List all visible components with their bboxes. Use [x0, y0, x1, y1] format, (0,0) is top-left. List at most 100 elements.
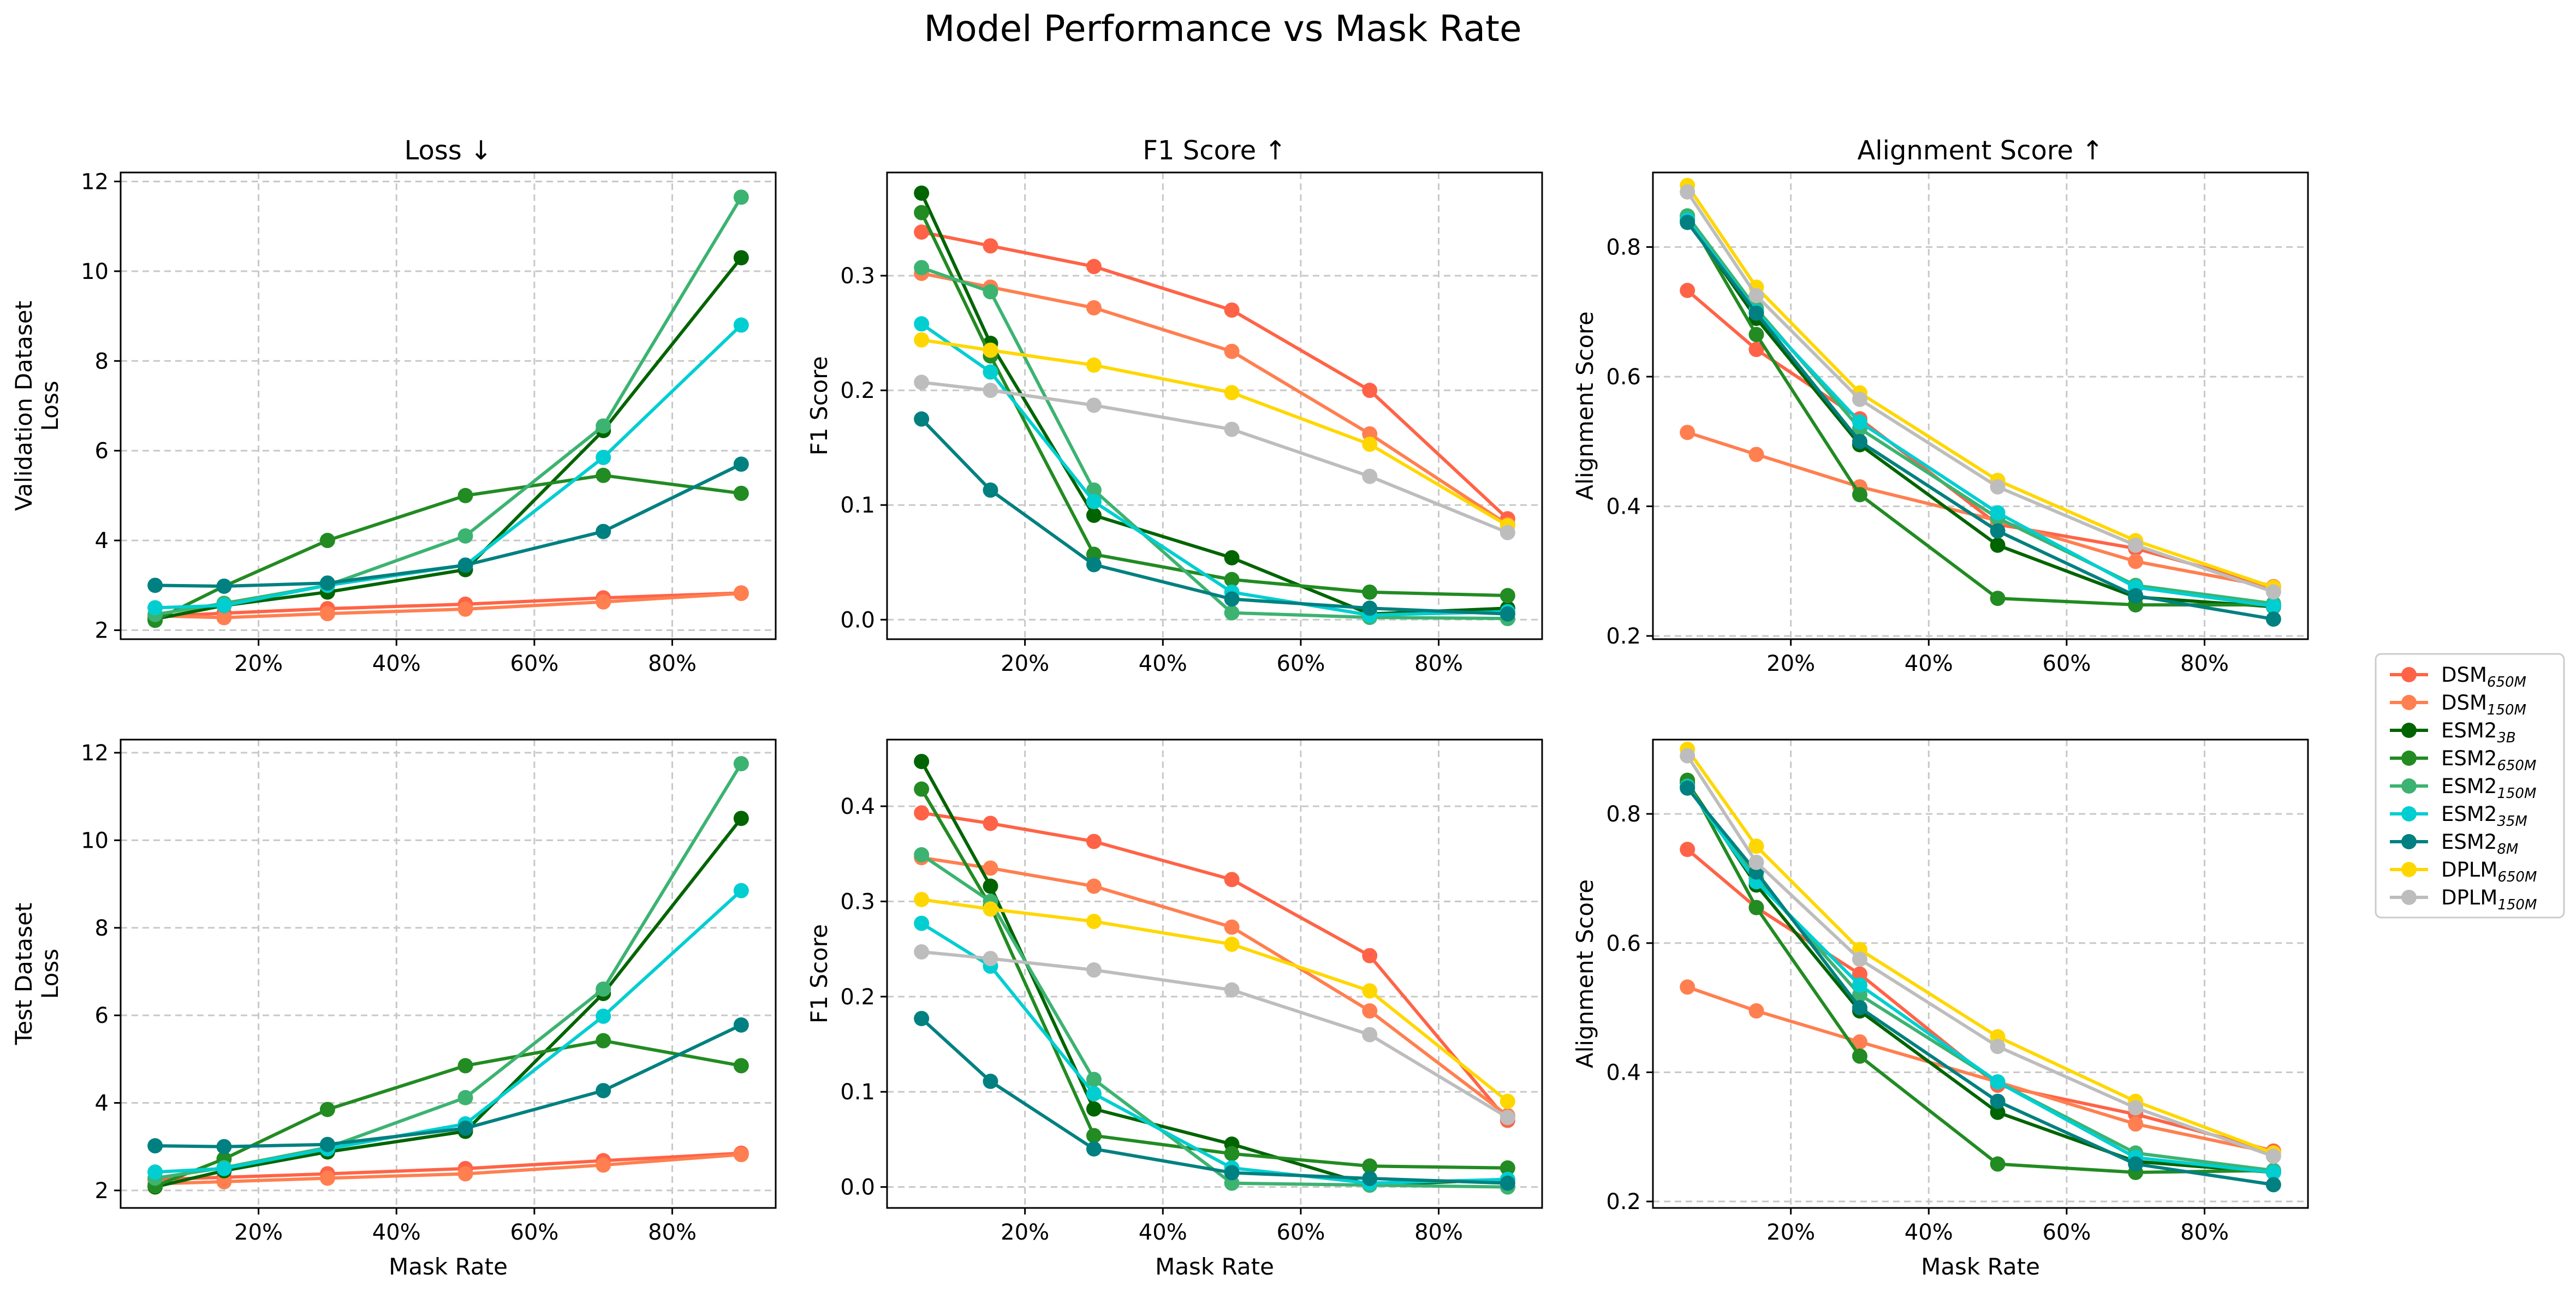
legend-marker	[2401, 834, 2417, 849]
legend: DSM650MDSM150MESM23BESM2650MESM2150MESM2…	[2375, 653, 2565, 919]
legend-label: DPLM150M	[2441, 886, 2537, 913]
data-point	[1680, 979, 1695, 995]
data-point	[319, 1102, 335, 1117]
legend-item: ESM235M	[2390, 802, 2527, 830]
x-tick-label: 80%	[1414, 651, 1463, 676]
series-line	[155, 462, 742, 588]
data-point	[2265, 598, 2281, 614]
x-tick-label: 60%	[1276, 1220, 1325, 1245]
y-tick-label: 0.6	[1606, 365, 1641, 390]
series-dsm650m	[914, 805, 1515, 1128]
legend-label-base: DPLM	[2441, 886, 2497, 909]
data-point	[733, 317, 749, 333]
data-point	[1224, 872, 1240, 888]
chart-panel-align-test: 20% 40% 60% 80% 0.2 0.4 0.6 0.8 Mask Rate Alignme…	[1572, 739, 2309, 1280]
data-point	[596, 418, 611, 434]
series-line	[920, 212, 1508, 598]
series-esm2-3b	[1680, 775, 2281, 1180]
plot-frame	[886, 171, 1543, 640]
chart-panel-loss-test: 20% 40% 60% 80% 2 4 6 8 10 12 Mask Rate Test Datase…	[10, 739, 777, 1280]
series-line	[921, 230, 1509, 520]
data-point	[1086, 914, 1102, 930]
data-point	[2265, 611, 2281, 627]
y-tick-label: 8	[95, 916, 109, 941]
data-point	[914, 374, 930, 390]
series-line	[154, 817, 743, 1189]
y-tick-label: 0.0	[840, 608, 875, 633]
series-dplm150m	[1680, 748, 2281, 1164]
series-line	[1686, 785, 2274, 1174]
legend-marker	[2401, 723, 2417, 738]
data-point	[1852, 414, 1867, 430]
series-line	[1686, 190, 2274, 594]
y-axis-label: Alignment Score	[1572, 311, 1598, 500]
data-point	[1224, 591, 1240, 607]
data-point	[1852, 433, 1867, 449]
data-point	[1500, 588, 1515, 604]
data-point	[1362, 383, 1378, 398]
data-point	[1990, 591, 2006, 606]
data-point	[1748, 854, 1764, 870]
data-point	[1680, 425, 1695, 440]
data-point	[733, 1017, 749, 1033]
series-esm2-3b	[1680, 212, 2281, 615]
data-point	[1224, 385, 1240, 401]
y-axis-label: Test Dataset	[10, 903, 37, 1046]
x-tick-label: 80%	[2180, 651, 2229, 676]
series-esm2-650m	[914, 205, 1515, 604]
y-tick-label: 0.2	[840, 985, 875, 1010]
x-axis-label: Mask Rate	[1921, 1253, 2040, 1280]
data-point	[983, 951, 998, 967]
data-point	[596, 981, 611, 997]
legend-item: DPLM150M	[2390, 886, 2537, 913]
data-point	[1086, 300, 1102, 315]
data-point	[1224, 1165, 1240, 1181]
data-point	[733, 811, 749, 826]
x-tick-label: 40%	[372, 1220, 421, 1245]
y-tick-label: 12	[81, 169, 109, 194]
y-tick-label: 10	[81, 259, 109, 284]
data-point	[733, 456, 749, 472]
data-point	[216, 1174, 232, 1189]
data-point	[1852, 1048, 1867, 1064]
series-line	[1686, 782, 2274, 1174]
data-point	[1086, 1071, 1102, 1087]
x-tick-label: 20%	[1766, 1220, 1815, 1245]
y-tick-label: 0.2	[1606, 624, 1641, 649]
y-axis-label: F1 Score	[806, 924, 832, 1023]
legend-item: DSM150M	[2390, 691, 2526, 718]
data-point	[983, 342, 998, 358]
data-point	[1362, 948, 1378, 963]
series-esm2-3b	[914, 185, 1515, 622]
legend-marker	[2401, 751, 2417, 766]
x-tick-label: 40%	[372, 651, 421, 676]
plot-frame	[1652, 171, 2309, 640]
legend-label-base: ESM2	[2441, 747, 2497, 770]
x-tick-label: 80%	[1414, 1220, 1463, 1245]
legend-label: ESM2650M	[2441, 747, 2536, 774]
data-point	[983, 878, 998, 894]
x-tick-label: 80%	[2180, 1220, 2229, 1245]
data-point	[914, 781, 930, 797]
series-line	[1686, 215, 2274, 605]
y-tick-label: 0.3	[840, 264, 875, 289]
legend-label-base: ESM2	[2441, 830, 2497, 854]
x-tick-label: 80%	[648, 651, 697, 676]
x-tick-label: 20%	[1001, 651, 1049, 676]
legend-label-subscript: 650M	[2487, 674, 2526, 690]
data-point	[596, 467, 611, 483]
series-line	[1686, 218, 2274, 609]
series-line	[921, 380, 1508, 534]
y-tick-label: 2	[95, 1178, 109, 1204]
series-esm2-8m	[147, 456, 749, 594]
series-esm2-650m	[1680, 772, 2281, 1180]
y-tick-label: 0.4	[1606, 1060, 1641, 1085]
x-tick-label: 40%	[1905, 651, 1953, 676]
data-point	[319, 1136, 335, 1152]
data-point	[1990, 1156, 2006, 1172]
data-point	[1680, 780, 1695, 796]
series-esm2-3b	[914, 754, 1515, 1193]
chart-panel-loss-val: 20% 40% 60% 80% 2 4 6 8 10 12 Loss ↓ Validation Dat…	[10, 135, 777, 676]
data-point	[1224, 302, 1240, 318]
data-point	[2128, 537, 2144, 553]
